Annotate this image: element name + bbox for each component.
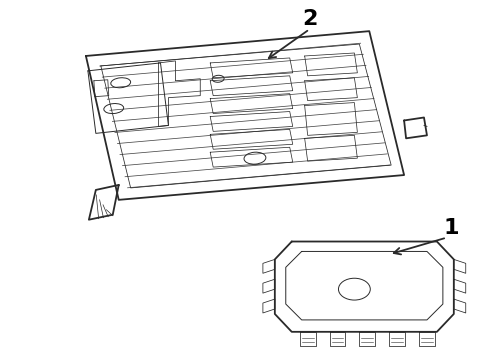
Text: 1: 1 (443, 218, 459, 238)
Text: 2: 2 (302, 9, 318, 29)
